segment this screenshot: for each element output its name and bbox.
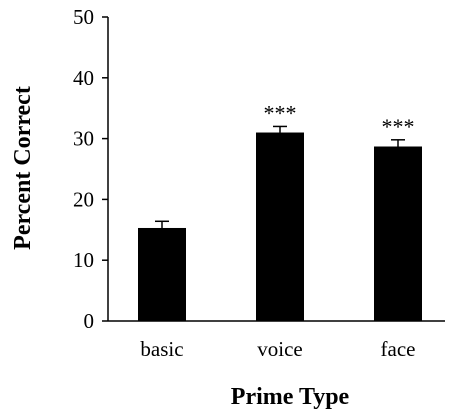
y-axis-label: Percent Correct [10,86,36,250]
error-bars [155,125,405,228]
x-tick-label: voice [257,337,302,361]
x-axis-label: Prime Type [231,384,350,410]
y-axis: 0 10 20 30 40 50 [73,5,109,333]
bar-face [374,146,422,321]
y-tick-label: 30 [73,127,94,151]
y-tick-label: 50 [73,5,94,29]
y-tick-label: 40 [73,66,94,90]
y-tick-label: 20 [73,187,94,211]
bar-basic [138,227,186,321]
x-tick-label: basic [140,337,183,361]
bars [138,132,422,321]
significance-label: *** [264,100,297,125]
significance-annotations: *** *** [264,100,415,138]
x-axis: basic voice face [108,320,445,361]
y-tick-label: 0 [84,309,95,333]
x-tick-label: face [381,337,416,361]
significance-label: *** [382,114,415,139]
y-tick-label: 10 [73,248,94,272]
bar-voice [256,132,304,321]
